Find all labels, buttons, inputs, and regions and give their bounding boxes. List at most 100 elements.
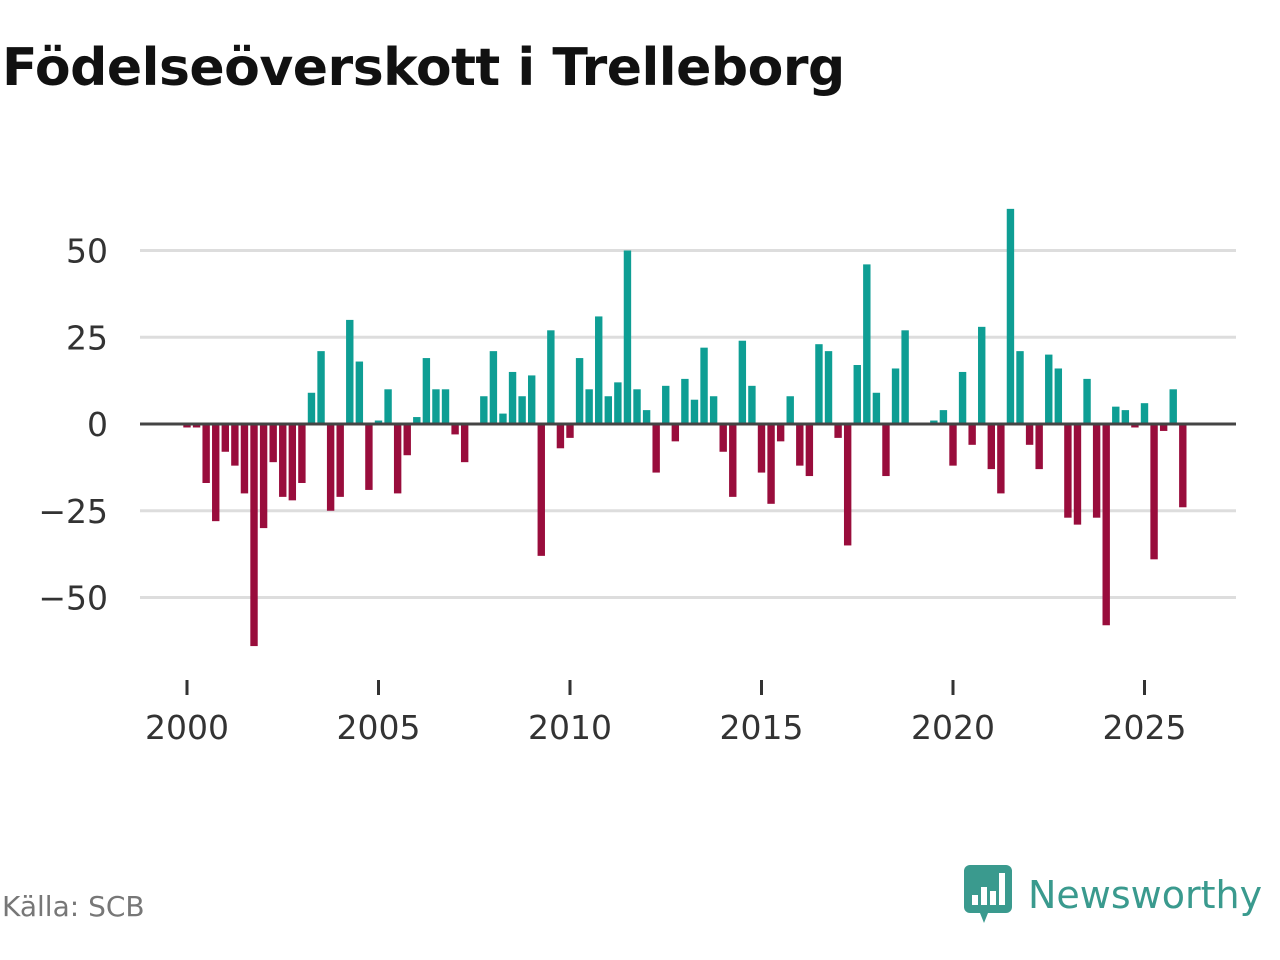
bar: [681, 378, 689, 424]
bar: [1045, 354, 1053, 424]
bar: [604, 396, 612, 424]
bar: [719, 424, 727, 452]
bar: [671, 424, 680, 442]
bar: [1092, 424, 1101, 518]
bar: [786, 396, 794, 424]
chart-title: Födelseöverskott i Trelleborg: [2, 38, 845, 98]
bar: [930, 420, 938, 424]
bar: [748, 385, 756, 424]
bar: [231, 424, 239, 466]
bar: [1073, 424, 1082, 525]
bar: [767, 424, 775, 504]
bar: [269, 424, 277, 463]
bar: [183, 424, 191, 428]
bar: [528, 375, 536, 424]
x-tick-label: 2020: [911, 708, 995, 747]
bar: [326, 424, 335, 511]
bar: [757, 424, 766, 473]
bar: [1112, 406, 1120, 424]
bar: [1035, 424, 1043, 470]
bar: [432, 389, 440, 424]
bar: [537, 424, 545, 556]
bar: [317, 351, 325, 424]
x-tick-label: 2010: [528, 708, 612, 747]
bar: [824, 351, 833, 424]
y-tick-label: −25: [38, 492, 108, 531]
bar: [240, 424, 249, 494]
bar: [413, 417, 421, 424]
bar: [939, 410, 948, 424]
bar: [1025, 424, 1034, 445]
y-tick-label: 50: [66, 232, 108, 271]
bar: [346, 319, 354, 424]
bar: [901, 330, 909, 424]
bar: [796, 424, 804, 466]
bar: [1140, 403, 1149, 424]
bar: [1054, 368, 1063, 424]
bar: [623, 250, 632, 424]
bar: [662, 385, 670, 424]
bar: [863, 264, 871, 424]
bar: [690, 399, 699, 424]
bar: [221, 424, 229, 452]
bar: [547, 330, 555, 424]
bar: [508, 371, 517, 424]
bar: [891, 368, 900, 424]
bar: [987, 424, 995, 470]
bar: [566, 424, 574, 438]
x-tick-label: 2015: [720, 708, 804, 747]
bar: [298, 424, 306, 483]
bar: [882, 424, 890, 477]
bar: [968, 424, 976, 445]
bar: [336, 424, 344, 497]
bar: [1169, 389, 1177, 424]
bar: [192, 424, 201, 428]
bar: [853, 365, 861, 424]
grid-layer: [140, 249, 1236, 599]
bar: [949, 424, 957, 466]
bar: [958, 371, 967, 424]
bar: [365, 424, 373, 490]
bar: [997, 424, 1005, 494]
bar: [1179, 424, 1187, 508]
bar: [212, 424, 220, 522]
bar: [595, 316, 603, 424]
bar: [978, 326, 986, 424]
bar: [776, 424, 785, 442]
bar: [1083, 378, 1091, 424]
brand-name: Newsworthy: [1028, 873, 1263, 917]
bar: [451, 424, 459, 435]
newsworthy-logo[interactable]: Newsworthy: [962, 862, 1262, 928]
x-tick-label: 2000: [145, 708, 229, 747]
bar: [805, 424, 814, 477]
bar: [518, 396, 526, 424]
x-tick-label: 2025: [1103, 708, 1187, 747]
y-tick-label: 0: [87, 405, 108, 444]
x-axis: 2000 2005 2010 2015 2020 2025: [145, 680, 1186, 747]
bar: [1016, 351, 1024, 424]
bar: [460, 424, 469, 463]
bar: [738, 340, 747, 424]
bar: [480, 396, 488, 424]
source-label: Källa: SCB: [2, 890, 145, 923]
y-axis: −50 −25 0 25 50: [38, 232, 108, 618]
bars-layer: [183, 208, 1187, 647]
y-tick-label: −50: [38, 579, 108, 618]
bar: [393, 424, 402, 494]
bar: [585, 389, 593, 424]
bar: [642, 410, 651, 424]
bar: [489, 351, 498, 424]
bar: [614, 382, 622, 424]
bar: [709, 396, 718, 424]
y-tick-label: 25: [66, 318, 108, 357]
bar: [1121, 410, 1130, 424]
x-tick-label: 2005: [337, 708, 421, 747]
bar: [575, 358, 584, 424]
bar: [633, 389, 641, 424]
bar: [834, 424, 842, 438]
bar: [403, 424, 411, 456]
bar: [202, 424, 210, 483]
bar: [700, 347, 708, 424]
bar: [729, 424, 737, 497]
bar: [1006, 208, 1015, 424]
